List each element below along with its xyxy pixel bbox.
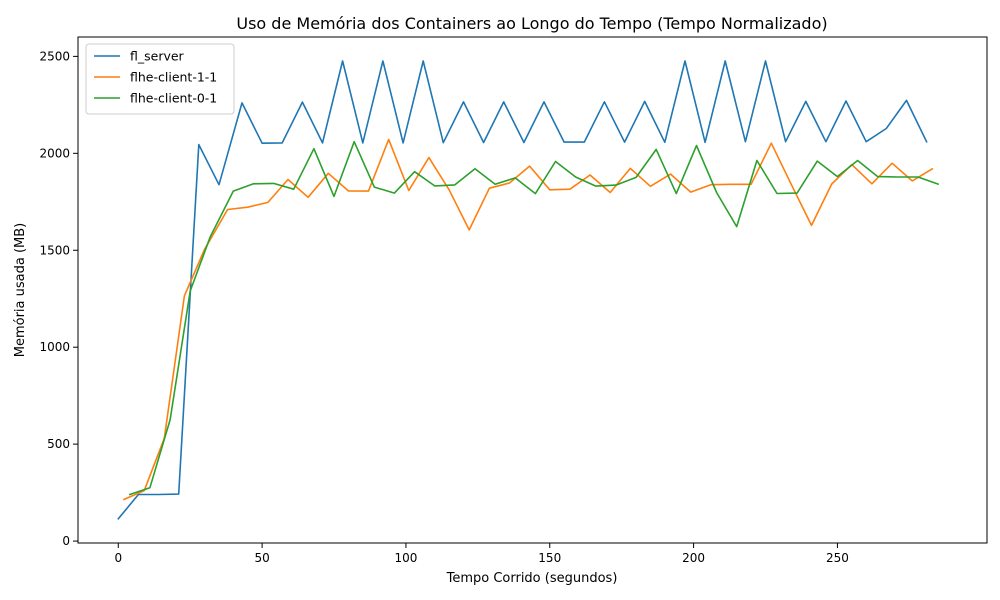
legend-box bbox=[85, 43, 235, 115]
y-tick-label: 2000 bbox=[39, 146, 70, 160]
chart-title: Uso de Memória dos Containers ao Longo d… bbox=[236, 14, 827, 33]
series-line-0 bbox=[117, 60, 928, 520]
x-tick-label: 200 bbox=[682, 551, 705, 565]
series-line-2 bbox=[128, 140, 940, 496]
y-axis-ticks: 0 500 1000 1500 2000 2500 bbox=[39, 49, 78, 548]
legend-label-2: flhe-client-0-1 bbox=[130, 91, 217, 106]
plot-lines bbox=[117, 60, 940, 520]
y-tick-label: 500 bbox=[47, 437, 70, 451]
plot-frame bbox=[77, 36, 988, 544]
y-axis-label: Memória usada (MB) bbox=[13, 223, 28, 358]
y-tick-label: 1000 bbox=[39, 340, 70, 354]
x-tick-label: 100 bbox=[394, 551, 417, 565]
legend-label-1: flhe-client-1-1 bbox=[130, 70, 217, 85]
y-tick-label: 2500 bbox=[39, 49, 70, 63]
y-tick-label: 0 bbox=[62, 534, 70, 548]
legend: fl_server flhe-client-1-1 flhe-client-0-1 bbox=[85, 43, 235, 115]
x-axis-label: Tempo Corrido (segundos) bbox=[446, 571, 618, 586]
x-axis-ticks: 0 50 100 150 200 250 bbox=[114, 543, 849, 565]
x-tick-label: 150 bbox=[538, 551, 561, 565]
y-tick-label: 1500 bbox=[39, 243, 70, 257]
x-tick-label: 0 bbox=[114, 551, 122, 565]
legend-label-0: fl_server bbox=[130, 49, 185, 64]
series-line-1 bbox=[122, 138, 934, 501]
x-tick-label: 50 bbox=[254, 551, 269, 565]
x-tick-label: 250 bbox=[826, 551, 849, 565]
